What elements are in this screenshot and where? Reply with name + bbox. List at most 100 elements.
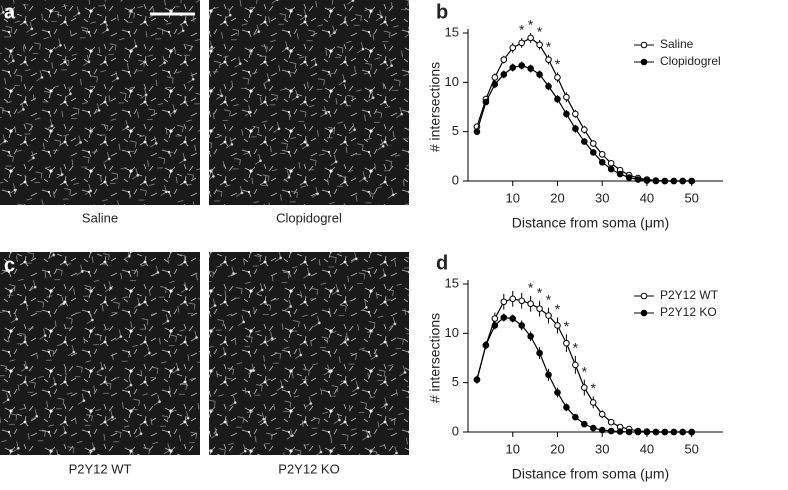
marker xyxy=(545,371,552,379)
y-tick-label: 10 xyxy=(445,325,459,340)
y-tick-label: 15 xyxy=(445,275,459,290)
panel-letter: b xyxy=(436,1,448,23)
x-tick-label: 10 xyxy=(506,441,520,456)
marker xyxy=(527,65,534,72)
marker xyxy=(661,177,669,185)
marker xyxy=(625,174,633,181)
significance: * xyxy=(591,380,597,396)
marker xyxy=(473,376,481,384)
caption: P2Y12 KO xyxy=(278,461,339,476)
y-axis-label: # intersections xyxy=(427,62,443,152)
marker xyxy=(563,110,570,118)
marker xyxy=(527,300,534,308)
marker xyxy=(473,128,481,135)
marker xyxy=(616,428,624,435)
x-tick-label: 40 xyxy=(640,441,654,456)
marker xyxy=(679,428,687,436)
image-texture xyxy=(0,0,200,205)
marker xyxy=(589,149,597,156)
marker xyxy=(572,125,579,133)
legend-marker xyxy=(640,309,648,317)
x-tick-label: 20 xyxy=(550,441,564,456)
marker xyxy=(643,428,651,436)
legend-marker xyxy=(640,41,648,49)
significance: * xyxy=(537,24,543,40)
x-tick-label: 40 xyxy=(640,190,654,205)
x-tick-label: 10 xyxy=(506,190,520,205)
marker xyxy=(545,82,552,90)
marker xyxy=(545,312,552,319)
significance: * xyxy=(546,291,552,307)
marker xyxy=(509,315,517,322)
marker xyxy=(679,177,687,185)
marker xyxy=(518,297,525,305)
marker xyxy=(607,418,615,426)
y-tick-label: 15 xyxy=(445,24,459,39)
marker xyxy=(607,159,615,167)
marker xyxy=(527,332,534,340)
y-tick-label: 0 xyxy=(452,172,459,187)
marker xyxy=(491,315,499,322)
significance: * xyxy=(555,301,561,317)
marker xyxy=(589,399,597,406)
x-axis-label: Distance from soma (μm) xyxy=(512,215,669,231)
x-axis-label: Distance from soma (μm) xyxy=(512,466,669,482)
marker xyxy=(670,177,678,185)
marker xyxy=(500,71,508,78)
chart: 0 5 10 15 10 20 30 40 50 Distance from soma (μm) #… xyxy=(427,1,723,231)
marker xyxy=(572,110,579,118)
caption: Clopidogrel xyxy=(276,210,342,225)
panel-letter: d xyxy=(436,252,448,274)
marker xyxy=(518,62,525,69)
significance: * xyxy=(528,280,534,296)
y-tick-label: 10 xyxy=(445,74,459,89)
marker xyxy=(536,305,543,312)
marker xyxy=(589,424,597,432)
marker xyxy=(581,420,588,428)
x-tick-label: 50 xyxy=(684,441,698,456)
marker xyxy=(572,413,579,421)
marker xyxy=(581,126,588,133)
significance: * xyxy=(546,38,552,54)
marker xyxy=(509,64,517,71)
marker xyxy=(589,140,597,147)
legend-label: P2Y12 WT xyxy=(660,288,719,302)
marker xyxy=(563,93,570,101)
marker xyxy=(661,428,669,436)
marker xyxy=(598,410,606,418)
marker xyxy=(482,341,490,349)
marker xyxy=(572,361,579,369)
marker xyxy=(518,39,525,47)
marker xyxy=(509,44,517,52)
marker xyxy=(563,339,570,347)
marker xyxy=(491,81,499,88)
significance: * xyxy=(528,17,534,33)
marker xyxy=(688,177,695,185)
significance: * xyxy=(564,318,570,334)
significance: * xyxy=(573,340,579,356)
marker xyxy=(643,177,651,184)
marker xyxy=(554,74,561,81)
marker xyxy=(563,404,570,411)
panel-letter: c xyxy=(4,254,15,276)
caption: P2Y12 WT xyxy=(69,461,132,476)
legend-marker xyxy=(640,58,648,66)
marker xyxy=(652,177,660,185)
marker xyxy=(500,298,508,306)
marker xyxy=(509,295,517,303)
image-texture xyxy=(209,0,409,205)
marker xyxy=(500,56,508,63)
marker xyxy=(598,426,606,434)
marker xyxy=(616,170,624,178)
marker xyxy=(652,428,660,436)
marker xyxy=(625,428,633,436)
legend-label: Saline xyxy=(660,37,694,51)
marker xyxy=(581,384,588,391)
marker xyxy=(554,389,561,396)
significance: * xyxy=(519,22,525,38)
marker xyxy=(607,427,615,435)
marker xyxy=(545,56,552,63)
marker xyxy=(491,74,499,81)
image-texture xyxy=(0,252,200,455)
